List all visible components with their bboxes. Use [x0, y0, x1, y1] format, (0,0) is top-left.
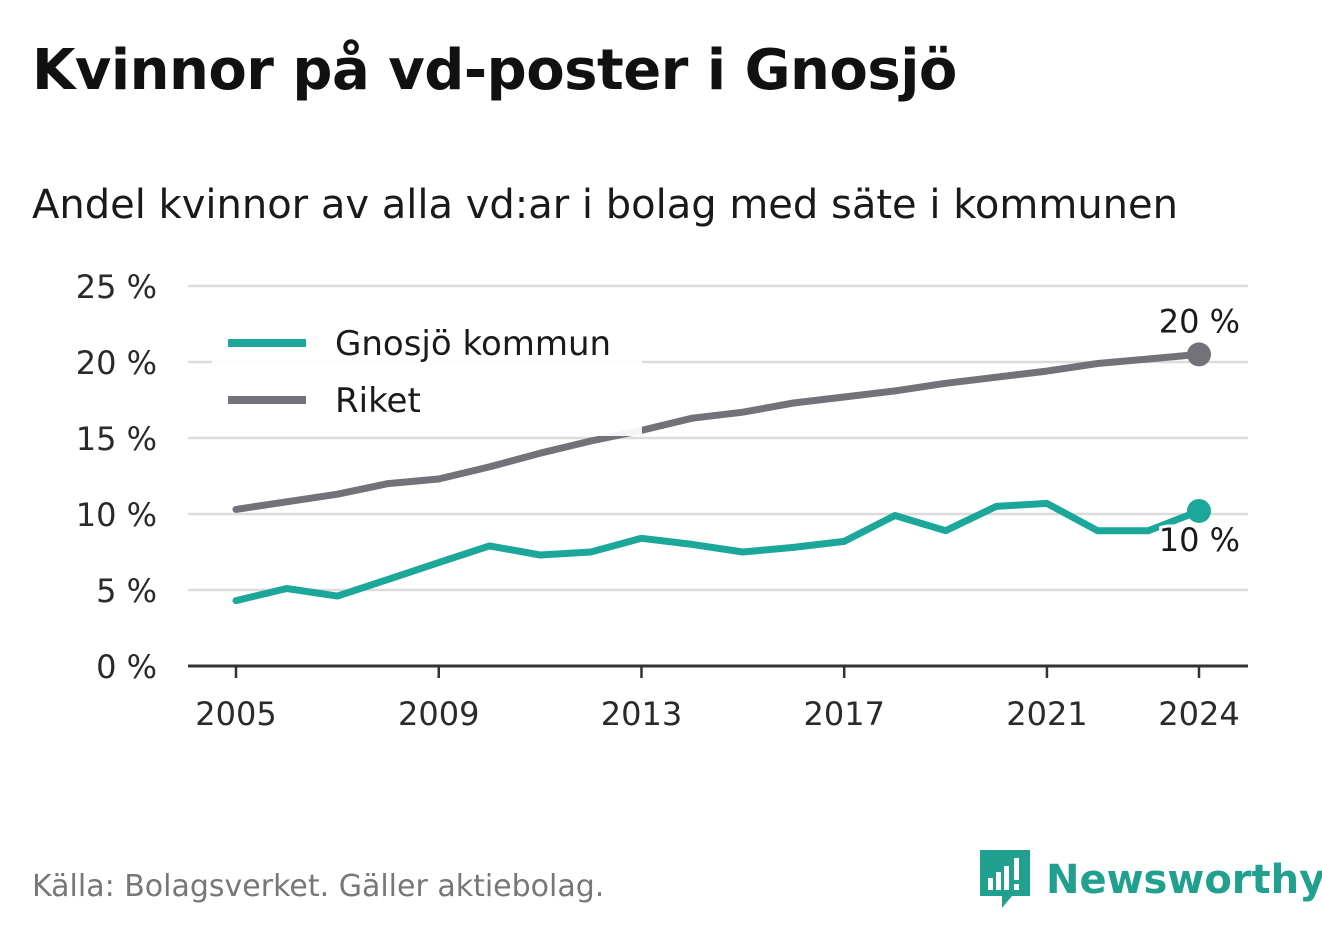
legend-label: Riket: [335, 381, 421, 421]
x-tick-label: 2005: [195, 695, 276, 733]
x-tick-label: 2009: [398, 695, 479, 733]
legend-background: [212, 318, 642, 436]
x-tick-label: 2024: [1158, 695, 1239, 733]
y-tick-label: 5 %: [96, 572, 157, 610]
y-tick-label: 20 %: [76, 344, 157, 382]
y-tick-label: 10 %: [76, 496, 157, 534]
brand-name: Newsworthy: [1046, 857, 1322, 903]
y-tick-label: 0 %: [96, 648, 157, 686]
chart-title: Kvinnor på vd-poster i Gnosjö: [32, 38, 957, 103]
end-label-gnosjo: 10 %: [1159, 521, 1240, 559]
y-tick-label: 15 %: [76, 420, 157, 458]
legend-label: Gnosjö kommun: [335, 324, 611, 364]
series-line-gnosjo: [232, 499, 1203, 605]
series-line-riket: [232, 350, 1203, 513]
chart-subtitle: Andel kvinnor av alla vd:ar i bolag med …: [32, 182, 1178, 228]
newsworthy-logo-icon: [980, 850, 1030, 908]
source-note: Källa: Bolagsverket. Gäller aktiebolag.: [32, 869, 605, 904]
end-point-gnosjo: [1187, 498, 1211, 523]
y-tick-label: 25 %: [76, 268, 157, 306]
end-point-riket: [1187, 342, 1211, 367]
x-tick-label: 2021: [1006, 695, 1087, 733]
brand-logo: Newsworthy: [980, 850, 1322, 910]
end-label-riket: 20 %: [1159, 302, 1240, 340]
x-tick-label: 2017: [803, 695, 884, 733]
x-tick-label: 2013: [601, 695, 682, 733]
